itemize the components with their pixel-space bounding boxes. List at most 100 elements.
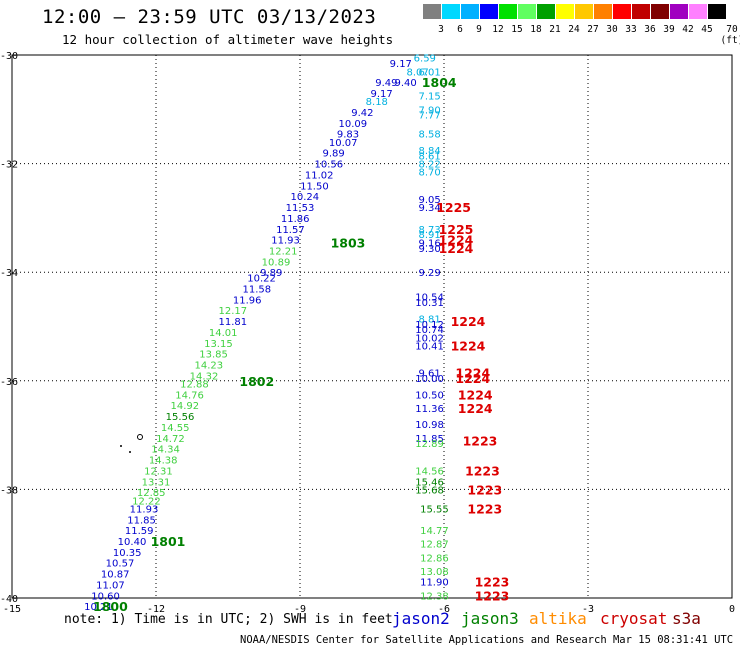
time-label: 1224 xyxy=(439,241,474,256)
wave-height-label: 9.30 xyxy=(418,244,440,255)
wave-height-label: 14.56 xyxy=(415,466,444,477)
wave-height-label: 9.34 xyxy=(418,203,440,214)
time-label: 1224 xyxy=(458,387,493,402)
wave-height-label: 12.38 xyxy=(420,591,449,602)
wave-height-label: 12.21 xyxy=(269,246,298,257)
wave-height-label: 10.98 xyxy=(415,420,444,431)
wave-height-label: 9.29 xyxy=(418,268,440,279)
scale-swatch xyxy=(708,4,727,19)
time-label: 1223 xyxy=(475,588,510,603)
time-label: 1223 xyxy=(463,434,498,449)
wave-height-label: 10.40 xyxy=(118,537,147,548)
wave-height-label: 15.56 xyxy=(166,412,195,423)
legend-altika: altika xyxy=(529,609,587,628)
wave-height-label: 8.61 xyxy=(418,151,440,162)
wave-height-label: 11.90 xyxy=(420,578,449,589)
wave-height-label: 8.22 xyxy=(418,160,440,171)
wave-height-label: 10.56 xyxy=(314,160,343,171)
wave-height-label: 13.85 xyxy=(199,350,228,361)
scale-label: 15 xyxy=(511,24,523,35)
y-tick-label: -38 xyxy=(0,485,18,496)
time-label: 1801 xyxy=(151,534,186,549)
wave-height-label: 10.57 xyxy=(106,559,135,570)
wave-height-label: 10.02 xyxy=(415,333,444,344)
wave-height-label: 13.15 xyxy=(204,339,233,350)
wave-height-label: 6.59 xyxy=(414,54,436,65)
wave-height-label: 15.55 xyxy=(420,504,449,515)
time-label: 1223 xyxy=(465,463,500,478)
time-label: 1803 xyxy=(331,235,366,250)
time-label: 1224 xyxy=(458,401,493,416)
wave-height-label: 14.23 xyxy=(194,361,223,372)
wave-height-label: 9.61 xyxy=(418,369,440,380)
wave-height-label: 7.77 xyxy=(418,111,440,122)
x-tick-label: -12 xyxy=(147,604,165,615)
wave-height-label: 9.17 xyxy=(370,89,392,100)
wave-height-label: 14.32 xyxy=(190,371,219,382)
legend-cryosat: cryosat xyxy=(600,609,668,628)
time-label: 1225 xyxy=(436,200,471,215)
wave-height-label: 8.70 xyxy=(418,168,440,179)
scale-label: 18 xyxy=(530,24,542,35)
wave-height-label: 8.84 xyxy=(418,146,440,157)
wave-height-label: 11.36 xyxy=(415,404,444,415)
page-subtitle: 12 hour collection of altimeter wave hei… xyxy=(62,32,394,47)
wave-height-label: 14.72 xyxy=(156,434,185,445)
wave-height-label: 8.07 xyxy=(406,67,428,78)
wave-height-label: 11.93 xyxy=(271,236,300,247)
wave-height-label: 10.74 xyxy=(415,325,444,336)
wave-height-label: 10.22 xyxy=(247,274,276,285)
scale-label: 36 xyxy=(644,24,656,35)
wave-height-label: 13.08 xyxy=(420,567,449,578)
wave-height-label: 12.89 xyxy=(415,439,444,450)
island-outline xyxy=(137,434,143,440)
scale-label: 3 xyxy=(438,24,444,35)
scale-label: 45 xyxy=(701,24,713,35)
wave-height-label: 8.81 xyxy=(418,314,440,325)
page-title: 12:00 — 23:59 UTC 03/13/2023 xyxy=(42,6,377,28)
wave-height-label: 10.21 xyxy=(84,602,113,613)
wave-height-label: 14.38 xyxy=(149,456,178,467)
wave-height-label: 7.90 xyxy=(418,105,440,116)
wave-height-label: 12.22 xyxy=(132,496,161,507)
scale-label: 21 xyxy=(549,24,561,35)
scale-swatch xyxy=(499,4,518,19)
wave-height-label: 8.18 xyxy=(366,97,388,108)
wave-height-label: 9.17 xyxy=(390,59,412,70)
scale-label: 39 xyxy=(663,24,675,35)
wave-height-label: 10.50 xyxy=(415,390,444,401)
x-tick-label: -6 xyxy=(438,604,450,615)
wave-height-label: 8.91 xyxy=(418,230,440,241)
wave-height-label: 8.58 xyxy=(418,130,440,141)
scale-swatch xyxy=(537,4,556,19)
wave-height-label: 11.59 xyxy=(125,526,154,537)
scale-swatch xyxy=(594,4,613,19)
wave-height-label: 11.50 xyxy=(300,181,329,192)
wave-height-label: 10.87 xyxy=(101,570,130,581)
plot-frame xyxy=(11,54,733,599)
y-tick-label: -30 xyxy=(0,51,18,62)
time-label: 1802 xyxy=(239,374,274,389)
wave-height-label: 12.87 xyxy=(420,540,449,551)
scale-swatch xyxy=(670,4,689,19)
wave-height-label: 11.96 xyxy=(233,295,262,306)
scale-label: 24 xyxy=(568,24,580,35)
wave-height-label: 11.07 xyxy=(96,580,125,591)
wave-height-label: 10.54 xyxy=(415,293,444,304)
time-label: 1224 xyxy=(455,371,490,386)
scale-swatch xyxy=(556,4,575,19)
scale-label: 9 xyxy=(476,24,482,35)
x-tick-label: -9 xyxy=(294,604,306,615)
wave-height-label: 10.60 xyxy=(91,591,120,602)
wave-height-label: 9.49 xyxy=(375,78,397,89)
y-tick-label: -32 xyxy=(0,160,18,171)
wave-height-label: 11.02 xyxy=(305,170,334,181)
credit-line: NOAA/NESDIS Center for Satellite Applica… xyxy=(240,634,740,646)
wave-height-label: 12.86 xyxy=(420,553,449,564)
wave-height-label: 10.09 xyxy=(338,119,367,130)
island-outline xyxy=(129,451,131,453)
wave-height-label: 10.07 xyxy=(329,138,358,149)
wave-height-label: 10.89 xyxy=(262,257,291,268)
scale-swatch xyxy=(613,4,632,19)
